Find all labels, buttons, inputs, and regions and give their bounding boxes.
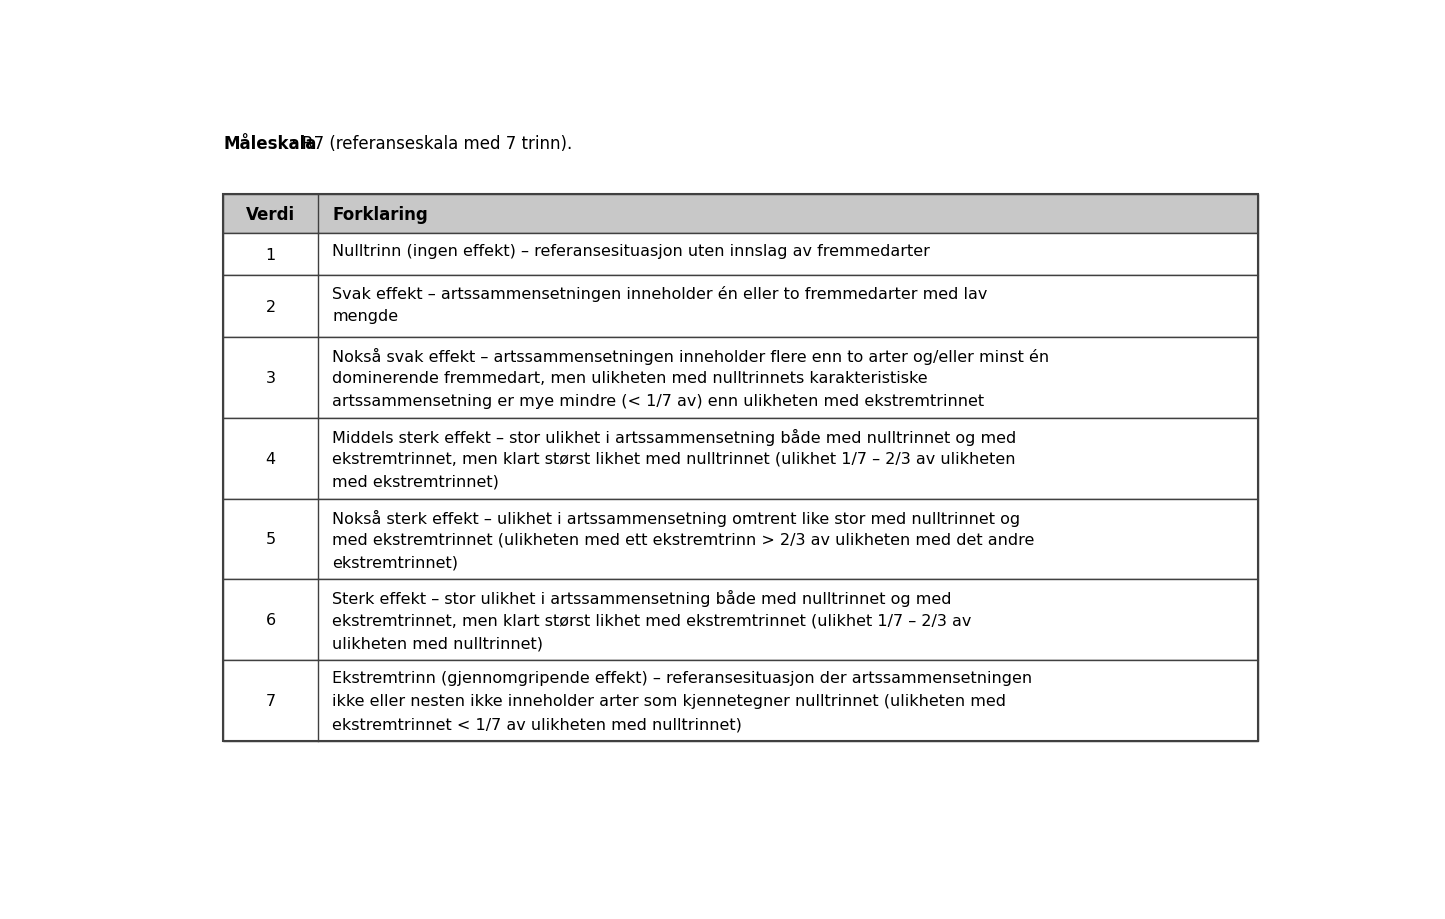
Bar [223, 337, 1259, 418]
Text: Ekstremtrinn (gjennomgripende effekt) – referansesituasjon der artssammensetning: Ekstremtrinn (gjennomgripende effekt) – … [332, 671, 1033, 686]
Text: Nulltrinn (ingen effekt) – referansesituasjon uten innslag av fremmedarter: Nulltrinn (ingen effekt) – referansesitu… [332, 244, 931, 258]
Bar [223, 195, 1259, 742]
Text: Svak effekt – artssammensetningen inneholder én eller to fremmedarter med lav: Svak effekt – artssammensetningen inneho… [332, 286, 988, 302]
Text: ekstremtrinnet): ekstremtrinnet) [332, 555, 458, 570]
Text: 6: 6 [266, 613, 276, 628]
Bar [223, 276, 1259, 337]
Text: 2: 2 [266, 300, 276, 314]
Text: Verdi: Verdi [246, 206, 295, 223]
Text: ekstremtrinnet < 1/7 av ulikheten med nulltrinnet): ekstremtrinnet < 1/7 av ulikheten med nu… [332, 717, 743, 732]
Bar [223, 195, 1259, 233]
Text: artssammensetning er mye mindre (< 1/7 av) enn ulikheten med ekstremtrinnet: artssammensetning er mye mindre (< 1/7 a… [332, 393, 984, 409]
Text: 5: 5 [266, 532, 276, 547]
Text: dominerende fremmedart, men ulikheten med nulltrinnets karakteristiske: dominerende fremmedart, men ulikheten me… [332, 370, 928, 386]
Text: ulikheten med nulltrinnet): ulikheten med nulltrinnet) [332, 636, 543, 651]
Bar [223, 661, 1259, 742]
Text: 1: 1 [266, 247, 276, 262]
Text: Nokså sterk effekt – ulikhet i artssammensetning omtrent like stor med nulltrinn: Nokså sterk effekt – ulikhet i artssamme… [332, 509, 1020, 526]
Text: 3: 3 [266, 370, 276, 385]
Bar [223, 499, 1259, 580]
Text: mengde: mengde [332, 309, 399, 324]
Text: : R7 (referanseskala med 7 trinn).: : R7 (referanseskala med 7 trinn). [292, 135, 572, 153]
Text: ekstremtrinnet, men klart størst likhet med nulltrinnet (ulikhet 1/7 – 2/3 av ul: ekstremtrinnet, men klart størst likhet … [332, 451, 1016, 466]
Bar [223, 233, 1259, 276]
Text: 7: 7 [266, 694, 276, 709]
Text: Sterk effekt – stor ulikhet i artssammensetning både med nulltrinnet og med: Sterk effekt – stor ulikhet i artssammen… [332, 590, 952, 607]
Text: Forklaring: Forklaring [332, 206, 428, 223]
Text: 4: 4 [266, 451, 276, 466]
Text: Middels sterk effekt – stor ulikhet i artssammensetning både med nulltrinnet og : Middels sterk effekt – stor ulikhet i ar… [332, 428, 1017, 445]
Bar [223, 580, 1259, 661]
Text: Måleskala: Måleskala [223, 135, 316, 153]
Text: Nokså svak effekt – artssammensetningen inneholder flere enn to arter og/eller m: Nokså svak effekt – artssammensetningen … [332, 347, 1049, 365]
Text: med ekstremtrinnet): med ekstremtrinnet) [332, 474, 499, 490]
Text: ikke eller nesten ikke inneholder arter som kjennetegner nulltrinnet (ulikheten : ikke eller nesten ikke inneholder arter … [332, 694, 1006, 709]
Bar [223, 418, 1259, 499]
Text: med ekstremtrinnet (ulikheten med ett ekstremtrinn > 2/3 av ulikheten med det an: med ekstremtrinnet (ulikheten med ett ek… [332, 532, 1035, 547]
Text: ekstremtrinnet, men klart størst likhet med ekstremtrinnet (ulikhet 1/7 – 2/3 av: ekstremtrinnet, men klart størst likhet … [332, 613, 971, 628]
